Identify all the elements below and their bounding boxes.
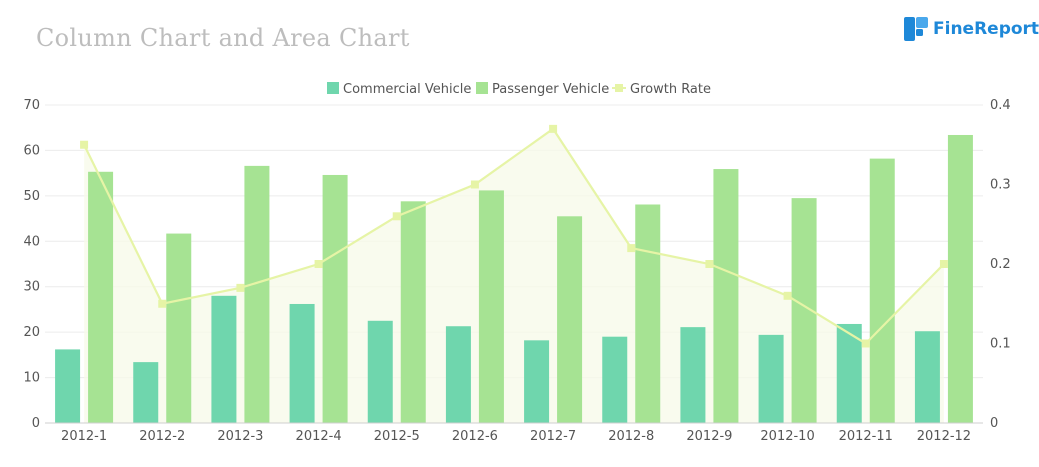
commercial-vehicle-bar[interactable]	[602, 336, 628, 423]
passenger-vehicle-bar[interactable]	[400, 201, 426, 423]
growth-rate-line	[80, 124, 948, 348]
commercial-vehicle-bar[interactable]	[55, 349, 81, 423]
passenger-vehicle-bar[interactable]	[635, 204, 661, 423]
commercial-vehicle-bar[interactable]	[289, 303, 315, 423]
y-left-tick-label: 10	[23, 371, 40, 386]
y-left-tick-label: 70	[23, 98, 40, 113]
y-right-tick-label: 0.3	[990, 178, 1011, 193]
x-tick-label: 2012-12	[917, 429, 971, 444]
growth-rate-point[interactable]	[783, 291, 792, 300]
legend-item[interactable]: Growth Rate	[612, 82, 711, 97]
y-right-tick-label: 0.1	[990, 337, 1011, 352]
x-tick-label: 2012-7	[530, 429, 576, 444]
growth-rate-point[interactable]	[627, 244, 636, 253]
commercial-vehicle-bar[interactable]	[836, 323, 862, 423]
y-right-tick-label: 0.2	[990, 257, 1011, 272]
growth-rate-point[interactable]	[392, 212, 401, 221]
x-tick-label: 2012-9	[686, 429, 732, 444]
passenger-vehicle-bar[interactable]	[557, 216, 583, 423]
y-left-tick-label: 60	[23, 143, 40, 158]
passenger-vehicle-bar[interactable]	[166, 233, 192, 423]
growth-rate-point[interactable]	[470, 180, 479, 189]
y-right-tick-label: 0.4	[990, 98, 1011, 113]
legend-swatch	[615, 84, 623, 92]
growth-rate-point[interactable]	[549, 124, 558, 133]
growth-rate-point[interactable]	[236, 283, 245, 292]
growth-rate-point[interactable]	[80, 140, 89, 149]
passenger-vehicle-bar[interactable]	[478, 190, 504, 423]
legend-item[interactable]: Commercial Vehicle	[327, 82, 471, 97]
growth-rate-point[interactable]	[705, 260, 714, 268]
commercial-vehicle-bar[interactable]	[133, 362, 159, 423]
y-left-tick-label: 20	[23, 325, 40, 340]
legend-item[interactable]: Passenger Vehicle	[476, 82, 609, 97]
chart-title: Column Chart and Area Chart	[36, 24, 410, 52]
bars	[55, 134, 973, 424]
growth-rate-point[interactable]	[939, 260, 948, 268]
legend-label: Passenger Vehicle	[492, 82, 609, 97]
commercial-vehicle-bar[interactable]	[445, 326, 471, 423]
commercial-vehicle-bar[interactable]	[914, 331, 940, 423]
legend-label: Growth Rate	[630, 82, 711, 97]
x-tick-label: 2012-3	[217, 429, 263, 444]
growth-rate-point[interactable]	[314, 260, 323, 268]
x-tick-label: 2012-8	[608, 429, 654, 444]
legend-swatch	[327, 82, 339, 94]
legend-label: Commercial Vehicle	[343, 82, 471, 97]
x-tick-label: 2012-6	[452, 429, 498, 444]
finereport-logo-icon	[904, 17, 928, 41]
y-right-tick-label: 0	[990, 416, 998, 431]
passenger-vehicle-bar[interactable]	[713, 169, 739, 423]
commercial-vehicle-bar[interactable]	[680, 327, 706, 423]
passenger-vehicle-bar[interactable]	[947, 134, 973, 424]
passenger-vehicle-bar[interactable]	[322, 174, 348, 423]
x-tick-label: 2012-4	[296, 429, 342, 444]
y-left-tick-label: 0	[32, 416, 40, 431]
x-tick-label: 2012-1	[61, 429, 107, 444]
x-tick-label: 2012-2	[139, 429, 185, 444]
legend: Commercial Vehicle Passenger Vehicle Growt…	[327, 82, 711, 97]
commercial-vehicle-bar[interactable]	[524, 340, 550, 423]
commercial-vehicle-bar[interactable]	[367, 320, 393, 423]
x-tick-label: 2012-11	[839, 429, 893, 444]
brand-name: FineReport	[933, 19, 1039, 39]
commercial-vehicle-bar[interactable]	[211, 295, 237, 423]
growth-rate-line-path	[83, 127, 945, 345]
legend-swatch	[476, 82, 488, 94]
y-left-tick-label: 40	[23, 234, 40, 249]
x-tick-label: 2012-5	[374, 429, 420, 444]
passenger-vehicle-bar[interactable]	[88, 171, 114, 423]
y-left-tick-label: 50	[23, 189, 40, 204]
brand-logo: FineReport	[903, 16, 1039, 42]
commercial-vehicle-bar[interactable]	[758, 334, 784, 423]
x-tick-label: 2012-10	[760, 429, 814, 444]
growth-rate-point[interactable]	[861, 339, 870, 348]
passenger-vehicle-bar[interactable]	[244, 165, 270, 424]
growth-rate-point[interactable]	[158, 299, 167, 308]
passenger-vehicle-bar[interactable]	[869, 158, 895, 423]
axes: 0 10 20 30 40 50 60 70 0 0.1 0.2 0.3 0.4 2012-1 2012-2…	[23, 98, 1010, 444]
y-left-tick-label: 30	[23, 280, 40, 295]
